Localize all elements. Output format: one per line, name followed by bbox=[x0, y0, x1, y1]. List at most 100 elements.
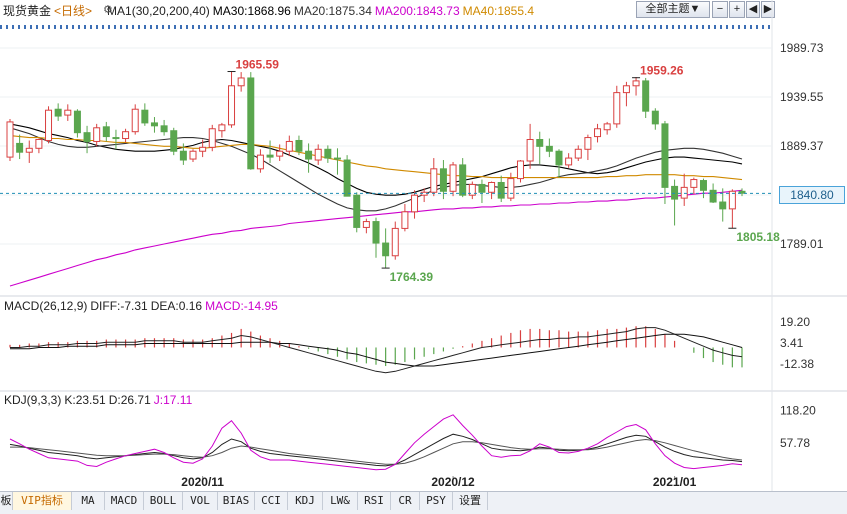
candle bbox=[170, 127, 178, 156]
candle-body bbox=[150, 122, 158, 127]
candle bbox=[237, 72, 245, 92]
candle-body bbox=[362, 221, 370, 228]
indicator-tab[interactable]: 设置 bbox=[453, 492, 488, 510]
settings-icon[interactable]: ⚙ bbox=[103, 4, 113, 16]
theme-dropdown[interactable]: 全部主题▼ bbox=[636, 1, 710, 18]
plus-button[interactable]: + bbox=[729, 1, 745, 18]
indicator-tab[interactable]: 板 bbox=[0, 492, 13, 510]
candle-body bbox=[671, 185, 679, 200]
candle-body bbox=[574, 148, 582, 159]
candle bbox=[738, 188, 746, 197]
ma-line-ma20 bbox=[9, 127, 743, 212]
candle-body bbox=[6, 121, 14, 158]
candle bbox=[25, 140, 33, 163]
x-tick-label: 2020/12 bbox=[431, 475, 475, 489]
candle bbox=[247, 72, 255, 170]
ma30-value: MA30:1868.96 bbox=[212, 4, 291, 18]
kdj-line-d bbox=[10, 438, 743, 465]
macd-label: MACD(26,12,9) bbox=[4, 299, 88, 313]
chevron-down-icon: ▼ bbox=[689, 3, 701, 15]
indicator-tab[interactable]: BOLL bbox=[144, 492, 183, 510]
macd-panel: 19.20 3.41 -12.38 bbox=[9, 315, 814, 374]
candle-body bbox=[112, 137, 120, 140]
candle-body bbox=[122, 131, 130, 140]
candle bbox=[141, 103, 149, 126]
candle bbox=[131, 104, 139, 135]
ma-line-ma200 bbox=[9, 189, 743, 287]
candle bbox=[709, 183, 717, 204]
candle-body bbox=[131, 108, 139, 133]
candle bbox=[256, 149, 264, 173]
candle-body bbox=[555, 150, 563, 166]
candle bbox=[6, 118, 14, 161]
macd-value: MACD:-14.95 bbox=[205, 299, 278, 313]
candle bbox=[642, 77, 650, 119]
candle bbox=[54, 103, 62, 121]
macd-line-diff bbox=[10, 327, 743, 374]
indicator-tab[interactable]: CCI bbox=[255, 492, 288, 510]
candle bbox=[353, 192, 361, 233]
candle bbox=[266, 140, 274, 163]
prev-button[interactable]: ◀ bbox=[746, 1, 760, 18]
candle bbox=[73, 109, 81, 138]
indicator-tab[interactable]: LW& bbox=[323, 492, 358, 510]
candle bbox=[651, 108, 659, 130]
candle bbox=[35, 138, 43, 154]
candle-body bbox=[594, 128, 602, 138]
candle-body bbox=[305, 150, 313, 160]
candle-body bbox=[488, 181, 496, 193]
candle bbox=[545, 138, 553, 158]
candle bbox=[459, 158, 467, 198]
indicator-tab[interactable]: MA bbox=[72, 492, 105, 510]
candle-body bbox=[199, 146, 207, 152]
ma40-value: MA40:1855.4 bbox=[462, 4, 535, 18]
candle-body bbox=[526, 139, 534, 162]
candle-body bbox=[141, 109, 149, 124]
candle bbox=[218, 122, 226, 138]
candle-body bbox=[497, 181, 505, 199]
candle bbox=[555, 149, 563, 178]
candle bbox=[305, 143, 313, 173]
x-axis-ticks: 2020/11 2020/12 2021/01 bbox=[181, 475, 696, 489]
indicator-tab[interactable]: PSY bbox=[420, 492, 453, 510]
candle-body bbox=[439, 168, 447, 192]
candle-body bbox=[478, 183, 486, 193]
kdj-j: J:17.11 bbox=[153, 393, 193, 407]
candle bbox=[622, 81, 630, 107]
indicator-tab[interactable]: VIP指标 bbox=[13, 492, 72, 510]
kdj-d: D:26.71 bbox=[108, 393, 151, 407]
kdj-label: KDJ(9,3,3) bbox=[4, 393, 62, 407]
candle bbox=[93, 123, 101, 147]
candle bbox=[728, 189, 736, 229]
candle bbox=[680, 173, 688, 206]
candle bbox=[324, 145, 332, 163]
candle bbox=[343, 155, 351, 197]
candle-body bbox=[738, 190, 746, 194]
candle bbox=[516, 160, 524, 183]
macd-dea: DEA:0.16 bbox=[150, 299, 203, 313]
indicator-tab[interactable]: VOL bbox=[183, 492, 218, 510]
candle bbox=[439, 160, 447, 200]
minus-button[interactable]: − bbox=[712, 1, 728, 18]
candle bbox=[574, 145, 582, 161]
annotation-high2: 1959.26 bbox=[640, 64, 684, 78]
indicator-tab[interactable]: MACD bbox=[105, 492, 144, 510]
candle bbox=[613, 85, 621, 128]
candle-body bbox=[333, 157, 341, 160]
candle-body bbox=[651, 110, 659, 125]
indicator-tab[interactable]: BIAS bbox=[218, 492, 255, 510]
period-label[interactable]: <日线> bbox=[54, 4, 93, 18]
candle bbox=[228, 71, 236, 128]
candle bbox=[83, 125, 91, 154]
annotation-low2: 1805.18 bbox=[736, 230, 780, 244]
candle-body bbox=[661, 123, 669, 188]
indicator-tab[interactable]: KDJ bbox=[288, 492, 323, 510]
ma-line-ma30 bbox=[9, 123, 743, 196]
indicator-tab[interactable]: CR bbox=[391, 492, 420, 510]
indicator-tab[interactable]: RSI bbox=[358, 492, 391, 510]
ma200-value: MA200:1843.73 bbox=[374, 4, 460, 18]
candle bbox=[478, 179, 486, 204]
candle-body bbox=[622, 85, 630, 94]
candle-body bbox=[536, 139, 544, 147]
